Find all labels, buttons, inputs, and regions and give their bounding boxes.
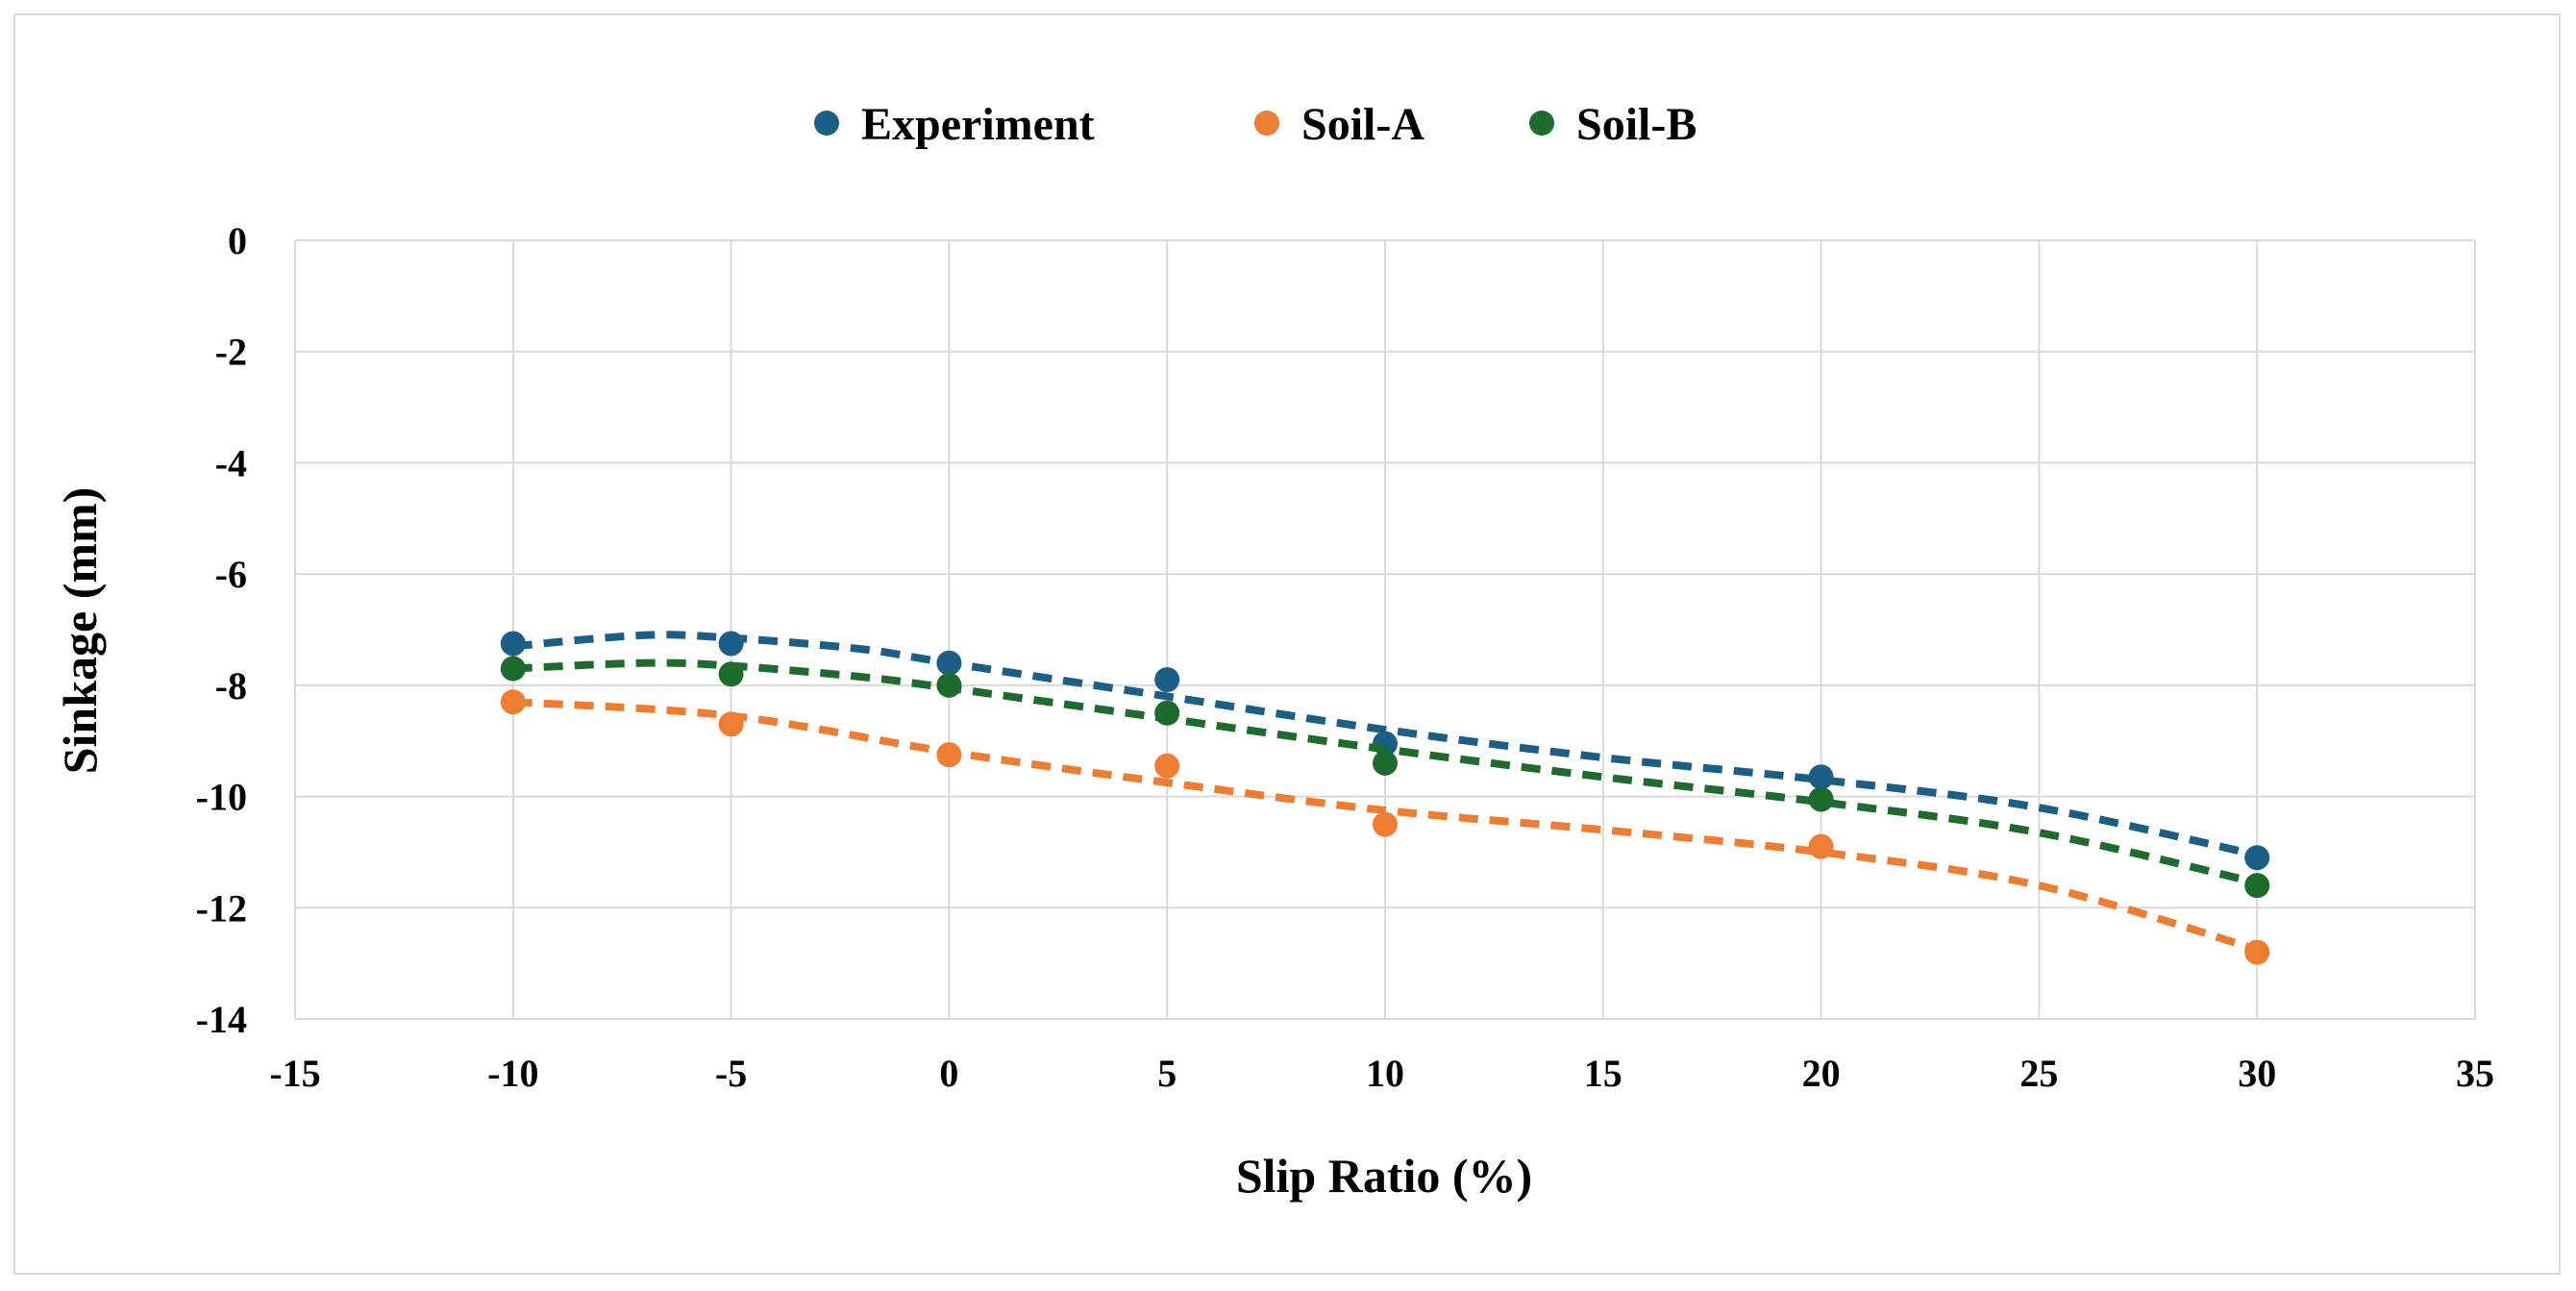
x-axis-title: Slip Ratio (%)	[1236, 1149, 1532, 1203]
y-tick-label: -10	[196, 776, 247, 819]
legend-item-experiment: Experiment	[814, 99, 1095, 150]
x-tick-label: -5	[715, 1052, 747, 1095]
legend-marker-soil-a	[1254, 111, 1279, 136]
data-point-experiment	[718, 631, 744, 657]
y-tick-label: -14	[196, 998, 247, 1041]
series-layer	[500, 631, 2270, 965]
legend-label-soil-a: Soil-A	[1301, 99, 1424, 150]
data-point-experiment	[500, 631, 526, 657]
data-point-soil-a	[1154, 753, 1180, 779]
legend-label-experiment: Experiment	[861, 99, 1095, 150]
y-tick-label: -6	[215, 553, 247, 596]
y-tick-label: -8	[215, 664, 247, 708]
legend-item-soil-a: Soil-A	[1254, 99, 1424, 150]
legend-label-soil-b: Soil-B	[1576, 99, 1697, 150]
y-tick-label: -2	[215, 331, 247, 374]
data-point-soil-b	[936, 672, 962, 698]
legend: Experiment Soil-A Soil-B	[814, 99, 1697, 150]
x-tick-label: 20	[1802, 1052, 1841, 1095]
data-point-soil-a	[718, 711, 744, 737]
legend-marker-experiment	[814, 111, 839, 136]
x-tick-label: -10	[487, 1052, 538, 1095]
y-tick-label: 0	[228, 219, 247, 262]
x-tick-label: -15	[269, 1052, 320, 1095]
data-point-soil-b	[1154, 700, 1180, 726]
x-tick-label: 15	[1584, 1052, 1622, 1095]
x-tick-label: 30	[2238, 1052, 2276, 1095]
y-axis-title: Sinkage (mm)	[53, 487, 107, 775]
legend-marker-soil-b	[1529, 111, 1554, 136]
chart-frame	[13, 13, 2561, 1275]
x-tick-label: 0	[939, 1052, 958, 1095]
data-point-experiment	[936, 650, 962, 676]
data-point-soil-b	[2244, 873, 2270, 899]
series-soil-b	[500, 656, 2270, 899]
grid	[294, 239, 2476, 1020]
y-tick-labels: 0 -2 -4 -6 -8 -10 -12 -14	[196, 219, 247, 1041]
series-soil-a	[500, 689, 2270, 965]
y-tick-label: -12	[196, 886, 247, 930]
data-point-soil-a	[500, 689, 526, 715]
data-point-soil-a	[1808, 833, 1834, 859]
trendline-soil-a	[512, 698, 2259, 954]
x-tick-label: 35	[2456, 1052, 2494, 1095]
x-tick-label: 5	[1157, 1052, 1177, 1095]
data-point-soil-a	[2244, 939, 2270, 965]
x-tick-label: 25	[2019, 1052, 2058, 1095]
data-point-soil-b	[500, 656, 526, 682]
data-point-soil-b	[718, 661, 744, 687]
series-experiment	[500, 631, 2270, 871]
data-point-experiment	[1154, 667, 1180, 693]
data-point-experiment	[1808, 764, 1834, 790]
legend-item-soil-b: Soil-B	[1529, 99, 1697, 150]
data-point-experiment	[2244, 845, 2270, 871]
data-point-soil-a	[1373, 811, 1398, 837]
x-tick-label: 10	[1366, 1052, 1404, 1095]
data-point-soil-b	[1808, 786, 1834, 812]
y-tick-label: -4	[215, 441, 247, 484]
data-point-soil-a	[936, 742, 962, 768]
data-point-soil-b	[1373, 750, 1398, 776]
x-tick-labels: -15 -10 -5 0 5 10 15 20 25 30 35	[269, 1052, 2494, 1095]
